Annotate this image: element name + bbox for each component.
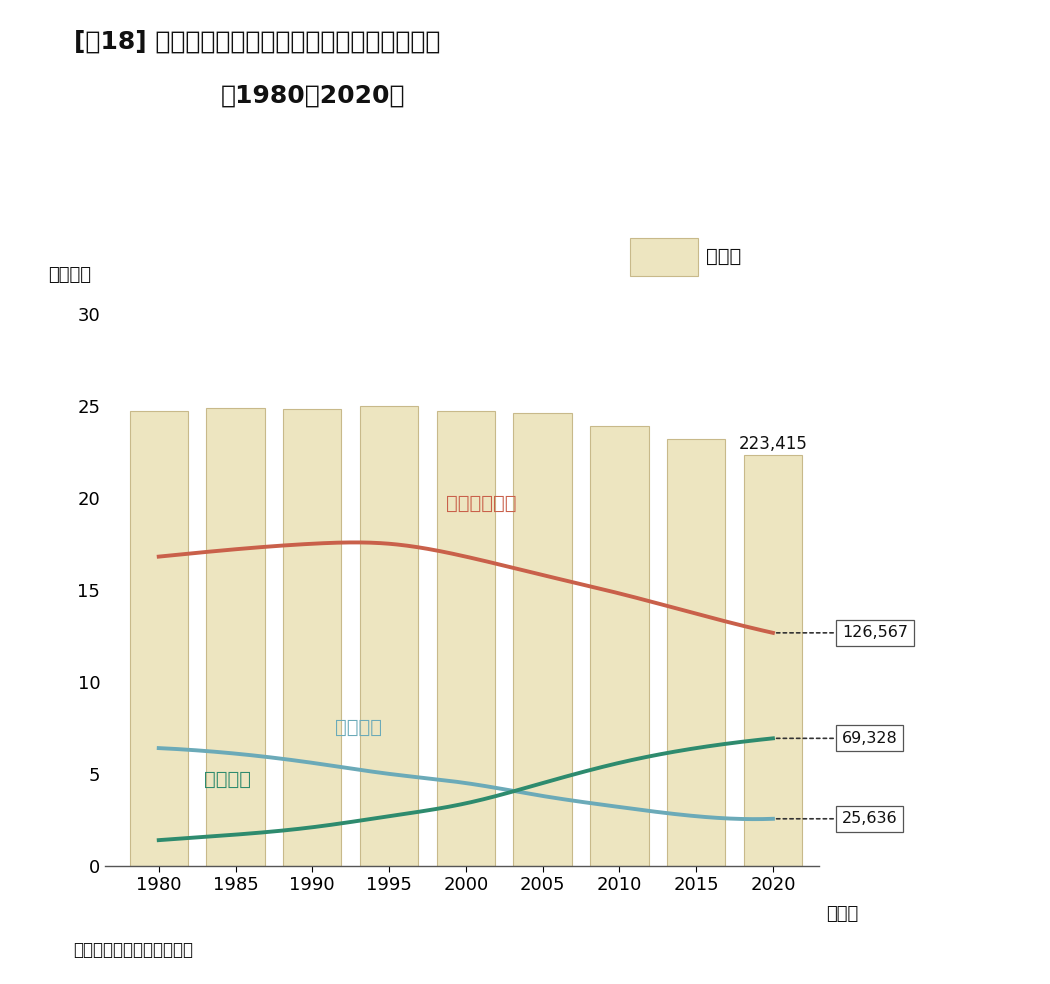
Bar (129, 411, 188, 866)
Text: 総人口: 総人口 (706, 247, 741, 267)
Bar (360, 405, 418, 866)
Bar (743, 456, 802, 866)
Bar (437, 411, 495, 866)
Text: 223,415: 223,415 (738, 435, 807, 453)
Text: 資料：総務省「国勢調査」: 資料：総務省「国勢調査」 (74, 942, 193, 959)
Bar (513, 413, 572, 866)
Text: 生産年齢人口: 生産年齢人口 (446, 493, 517, 513)
Text: [図18] 八戸市の総人口・年齢三区分別人口の推移: [図18] 八戸市の総人口・年齢三区分別人口の推移 (74, 30, 440, 53)
Text: 25,636: 25,636 (776, 811, 898, 827)
Text: 69,328: 69,328 (776, 731, 898, 746)
Text: 126,567: 126,567 (776, 626, 908, 641)
Bar (667, 439, 726, 866)
Text: 年少人口: 年少人口 (335, 718, 382, 737)
Text: （年）: （年） (826, 905, 858, 923)
Text: （万人）: （万人） (48, 266, 91, 283)
Text: ：1980〜2020年: ：1980〜2020年 (220, 84, 405, 107)
Bar (284, 409, 341, 866)
Bar (207, 407, 265, 866)
Text: 老年人口: 老年人口 (205, 769, 251, 788)
Bar (590, 426, 649, 866)
